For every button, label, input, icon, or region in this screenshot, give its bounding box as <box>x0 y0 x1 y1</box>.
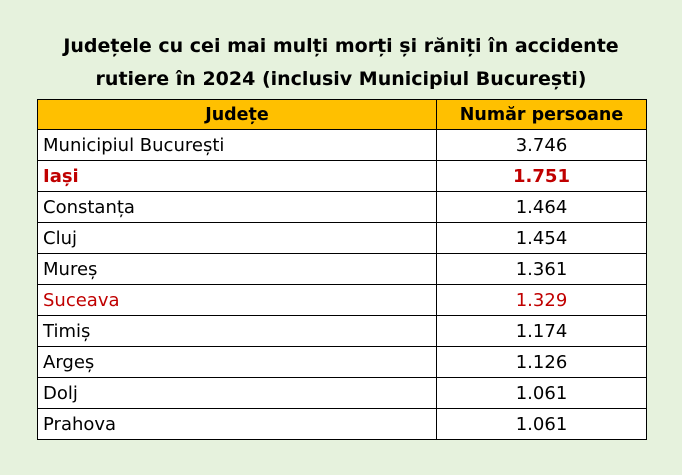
person-count-cell: 1.329 <box>436 284 647 316</box>
column-header-counties: Județe <box>37 99 437 130</box>
table-row: Cluj 1.454 <box>37 222 647 254</box>
county-name-cell: Iași <box>37 160 437 192</box>
counties-table: Județe Număr persoane Municipiul Bucureș… <box>37 99 647 440</box>
person-count-cell: 1.454 <box>436 222 647 254</box>
person-count-cell: 1.464 <box>436 191 647 223</box>
page-title: Județele cu cei mai mulți morți și răniț… <box>0 30 682 96</box>
table-row: Suceava 1.329 <box>37 284 647 316</box>
county-name-cell: Municipiul București <box>37 129 437 161</box>
table-row: Municipiul București 3.746 <box>37 129 647 161</box>
title-line-1: Județele cu cei mai mulți morți și răniț… <box>63 35 619 57</box>
table-row: Constanța 1.464 <box>37 191 647 223</box>
county-name-cell: Suceava <box>37 284 437 316</box>
county-name-cell: Mureș <box>37 253 437 285</box>
table-row: Dolj 1.061 <box>37 377 647 409</box>
county-name-cell: Constanța <box>37 191 437 223</box>
table-row: Argeș 1.126 <box>37 346 647 378</box>
person-count-cell: 1.361 <box>436 253 647 285</box>
table-row: Prahova 1.061 <box>37 408 647 440</box>
person-count-cell: 1.174 <box>436 315 647 347</box>
person-count-cell: 3.746 <box>436 129 647 161</box>
table-row: Timiș 1.174 <box>37 315 647 347</box>
table-header-row: Județe Număr persoane <box>37 99 647 130</box>
person-count-cell: 1.751 <box>436 160 647 192</box>
person-count-cell: 1.061 <box>436 408 647 440</box>
person-count-cell: 1.126 <box>436 346 647 378</box>
table-row: Mureș 1.361 <box>37 253 647 285</box>
county-name-cell: Cluj <box>37 222 437 254</box>
person-count-cell: 1.061 <box>436 377 647 409</box>
county-name-cell: Timiș <box>37 315 437 347</box>
column-header-count: Număr persoane <box>436 99 647 130</box>
county-name-cell: Prahova <box>37 408 437 440</box>
table-row: Iași 1.751 <box>37 160 647 192</box>
title-line-2: rutiere în 2024 (inclusiv Municipiul Buc… <box>95 68 587 90</box>
county-name-cell: Argeș <box>37 346 437 378</box>
county-name-cell: Dolj <box>37 377 437 409</box>
